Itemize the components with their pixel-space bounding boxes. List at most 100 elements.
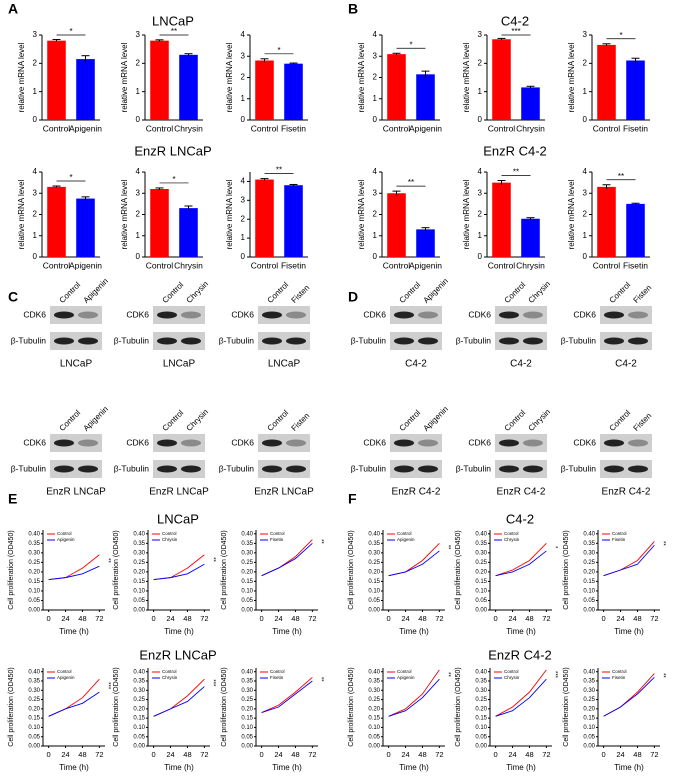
y-axis-label: Cell proliferation (OD450) [455,530,462,609]
x-tick-label: 72 [542,750,550,759]
blot-band [394,337,414,345]
y-tick-label: 2 [33,58,38,67]
y-tick-label: 0.40 [28,531,40,537]
y-tick-label: 0.25 [133,560,145,566]
y-axis-label: relative mRNA level [567,42,576,112]
series-line [153,563,205,580]
y-axis-label: Cell proliferation (OD450) [113,530,120,609]
x-tick-label: 24 [616,750,624,759]
blot-membrane [153,332,205,350]
y-tick-label: 0 [373,115,378,124]
y-tick-label: 0.40 [583,669,595,675]
legend-label: Control [162,669,177,674]
x-tick-label: 48 [525,614,533,623]
series-line [388,550,440,577]
blot-membrane [600,332,652,350]
x-tick-label: 0 [494,750,498,759]
row-label: β-Tubulin [114,335,150,345]
x-tick-label: 24 [401,614,409,623]
x-tick-label: 72 [650,750,658,759]
y-tick-label: 0.10 [241,725,253,731]
x-tick-label: Fisetin [281,123,306,133]
x-tick-label: 0 [387,614,391,623]
series-line [495,669,547,717]
cell-line-label: C4-2 [405,359,427,370]
y-tick-label: 0.15 [475,716,487,722]
x-tick-label: 48 [633,750,641,759]
series-line [48,691,100,717]
row-label: β-Tubulin [11,463,47,473]
series-line [495,550,547,577]
x-tick-label: 72 [200,614,208,623]
x-tick-label: Chrysin [174,260,203,270]
row-label: CDK6 [468,437,491,447]
significance-label: ** [513,168,519,177]
y-tick-label: 0.40 [583,531,595,537]
bar [150,189,169,257]
y-tick-label: 0.15 [475,579,487,585]
y-axis-label: relative mRNA level [225,42,234,112]
blot-band [604,465,624,473]
y-tick-label: 0.10 [28,725,40,731]
y-tick-label: 0.10 [368,589,380,595]
bar [387,54,406,120]
x-tick-label: 72 [95,750,103,759]
x-axis-label: Time (h) [164,763,194,772]
y-tick-label: 3 [478,30,483,39]
y-tick-label: 0.30 [368,550,380,556]
bar [597,44,616,120]
x-tick-label: 48 [183,614,191,623]
y-tick-label: 2 [373,73,378,82]
y-tick-label: 0 [241,252,246,261]
y-tick-label: 0.40 [241,531,253,537]
significance-label: ** [444,545,450,550]
y-tick-label: 0.40 [241,669,253,675]
legend-label: Chrysin [162,537,178,542]
row-label: CDK6 [468,309,491,319]
y-axis-label: Cell proliferation (OD450) [113,667,120,746]
y-tick-label: 0.35 [241,679,253,685]
y-tick-label: 2 [136,210,141,219]
y-tick-label: 0.20 [475,569,487,575]
y-tick-label: 0.00 [241,744,253,750]
blot-membrane [390,434,442,452]
lane-label: Apigenin [82,277,110,305]
cell-line-label: LNCaP [163,359,196,370]
x-tick-label: 0 [152,614,156,623]
y-tick-label: 0.00 [241,608,253,614]
blot-band [181,311,201,319]
cell-line-label: EnzR C4-2 [497,487,546,498]
lane-label: Apigenin [422,277,450,305]
y-tick-label: 0.15 [368,716,380,722]
y-tick-label: 3 [583,30,588,39]
y-tick-label: 0.20 [28,569,40,575]
y-tick-label: 3 [583,188,588,197]
cell-line-label: LNCaP [268,359,301,370]
y-axis-label: relative mRNA level [120,42,129,112]
blot-membrane [495,306,547,324]
y-tick-label: 0.05 [475,734,487,740]
y-tick-label: 1 [373,231,378,240]
bar [416,229,435,257]
y-tick-label: 3 [373,51,378,60]
lane-label: Chrysin [185,407,211,433]
blot-band [499,311,519,319]
blot-membrane [50,332,102,350]
series-line [261,539,313,577]
y-tick-label: 0.25 [368,560,380,566]
series-line [261,542,313,577]
lane-label: Control [266,408,291,433]
x-axis-label: Time (h) [272,763,302,772]
x-tick-label: Fisetin [281,260,306,270]
significance-label: ** [659,541,665,546]
bar [597,186,616,257]
y-tick-label: 1 [583,87,588,96]
cell-line-label: EnzR LNCaP [46,487,106,498]
blot-band [286,337,306,345]
y-tick-label: 2 [33,210,38,219]
cell-line-label: LNCaP [60,359,93,370]
y-tick-label: 3 [241,51,246,60]
blot-band [54,337,74,345]
y-tick-label: 0.20 [368,569,380,575]
y-tick-label: 0.10 [368,725,380,731]
